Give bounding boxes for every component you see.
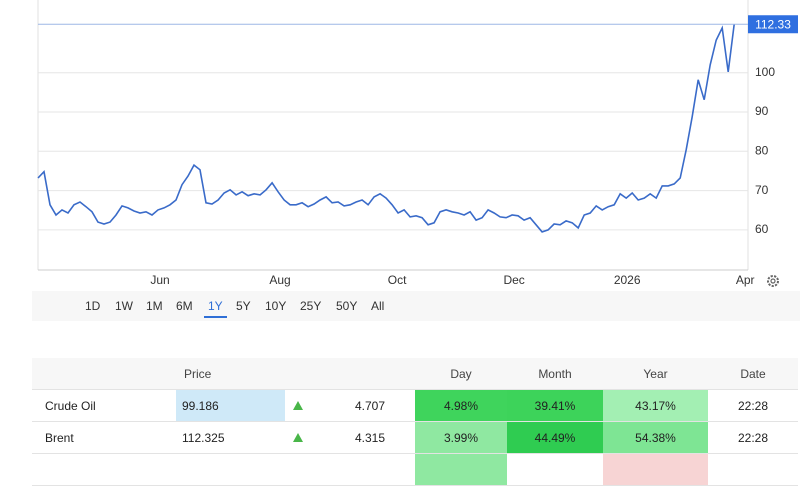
header-cell: Month xyxy=(507,358,603,390)
day-cell: 3.99% xyxy=(415,421,507,454)
cell xyxy=(708,453,798,486)
header-cell xyxy=(310,358,415,390)
range-button[interactable]: 50Y xyxy=(336,299,358,313)
header-cell xyxy=(32,358,176,390)
arrow-cell xyxy=(285,389,310,422)
date-cell: 22:28 xyxy=(708,421,798,454)
last-value-box xyxy=(748,15,798,34)
table-row[interactable] xyxy=(32,453,798,486)
change-cell: 4.315 xyxy=(310,421,415,454)
cell xyxy=(176,453,285,486)
price-cell: 99.186 xyxy=(176,389,285,422)
cell xyxy=(32,453,176,486)
range-button[interactable]: 10Y xyxy=(265,299,287,313)
cell xyxy=(285,453,310,486)
y-tick-label: 90 xyxy=(755,104,769,118)
quote-table: Price Day Month Year Date Crude Oil 99.1… xyxy=(32,358,798,486)
range-button[interactable]: 1M xyxy=(146,299,163,313)
month-cell: 39.41% xyxy=(507,389,603,422)
range-bar: 1D 1W 1M 6M 1Y 5Y 10Y 25Y 50Y All xyxy=(32,291,800,321)
gear-outer xyxy=(767,275,779,287)
page: {"chart_data": {"type": "line", "color":… xyxy=(32,0,800,486)
year-cell: 54.38% xyxy=(603,421,708,454)
table-row[interactable]: Brent 112.325 4.315 3.99% 44.49% 54.38% … xyxy=(32,421,798,454)
cell xyxy=(507,453,603,486)
year-cell: 43.17% xyxy=(603,389,708,422)
arrow-cell xyxy=(285,421,310,454)
y-tick-label: 80 xyxy=(755,143,769,157)
range-button[interactable]: 6M xyxy=(176,299,193,313)
y-tick-label: 100 xyxy=(755,65,775,79)
x-tick-label: Aug xyxy=(269,273,290,287)
instrument-name: Brent xyxy=(32,421,176,454)
table-row[interactable]: Crude Oil 99.186 4.707 4.98% 39.41% 43.1… xyxy=(32,389,798,422)
y-tick-label: 70 xyxy=(755,183,769,197)
up-arrow xyxy=(292,401,303,410)
change-cell: 4.707 xyxy=(310,389,415,422)
range-button[interactable]: 5Y xyxy=(236,299,251,313)
day-cell: 4.98% xyxy=(415,389,507,422)
gear-inner xyxy=(770,278,776,284)
date-cell: 22:28 xyxy=(708,389,798,422)
header-cell: Year xyxy=(603,358,708,390)
price-line xyxy=(37,24,735,233)
up-arrow xyxy=(292,433,303,442)
y-tick-label: 60 xyxy=(755,222,769,236)
price-cell: 112.325 xyxy=(176,421,285,454)
instrument-name: Crude Oil xyxy=(32,389,176,422)
last-value-label: 112.33 xyxy=(755,17,791,31)
range-button[interactable]: 25Y xyxy=(300,299,322,313)
x-tick-label: Dec xyxy=(503,273,524,287)
header-cell: Day xyxy=(415,358,507,390)
settings-icon[interactable] xyxy=(767,275,779,287)
range-button[interactable]: 1W xyxy=(115,299,133,313)
range-button[interactable]: 1D xyxy=(85,299,101,313)
x-tick-label: Jun xyxy=(150,273,169,287)
header-cell: Date xyxy=(708,358,798,390)
month-cell: 44.49% xyxy=(507,421,603,454)
x-tick-label: 2026 xyxy=(614,273,641,287)
header-row: Price Day Month Year Date xyxy=(32,358,798,390)
x-tick-label: Apr xyxy=(736,273,755,287)
cell xyxy=(310,453,415,486)
header-cell xyxy=(285,358,310,390)
range-button[interactable]: 1Y xyxy=(204,299,227,318)
header-cell: Price xyxy=(176,358,285,390)
x-tick-label: Oct xyxy=(388,273,407,287)
range-button[interactable]: All xyxy=(371,299,385,313)
cell xyxy=(603,453,708,486)
chart: 60 70 80 90 100 Jun Aug Oct Dec 2026 Apr 112.33 xyxy=(37,0,798,287)
cell xyxy=(415,453,507,486)
